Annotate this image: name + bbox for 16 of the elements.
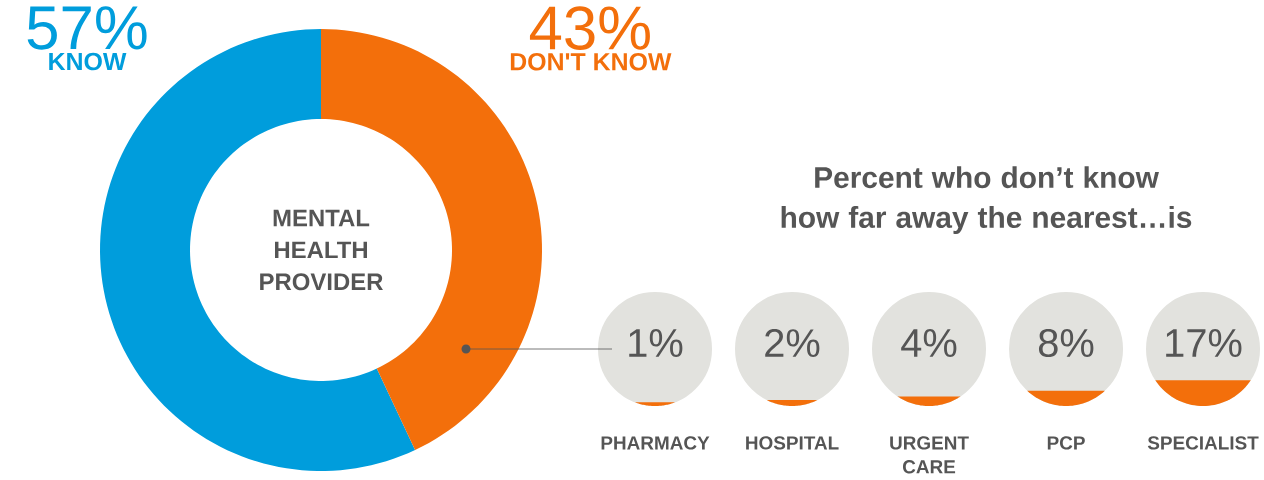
category-label: HOSPITAL bbox=[746, 436, 839, 450]
data-label: 4% bbox=[901, 329, 957, 357]
data-label: 43% bbox=[529, 6, 650, 50]
category-label: PCP bbox=[1047, 436, 1085, 450]
category-label: SPECIALIST bbox=[1147, 436, 1259, 450]
text: Percent who don’t know how far away the nearest…is bbox=[781, 166, 1192, 234]
data-label: 57% bbox=[27, 6, 147, 50]
data-label: 2% bbox=[765, 328, 820, 358]
data-label: 17% bbox=[1166, 329, 1242, 357]
slice-label: KNOW bbox=[49, 52, 127, 71]
data-label: 1% bbox=[629, 329, 683, 357]
data-label: 8% bbox=[1038, 328, 1094, 358]
category-label: URGENT CARE bbox=[890, 436, 969, 474]
category-label: PHARMACY bbox=[601, 436, 710, 450]
text: MENTAL HEALTH PROVIDER bbox=[260, 209, 383, 291]
slice-label: DON'T KNOW bbox=[510, 52, 672, 71]
